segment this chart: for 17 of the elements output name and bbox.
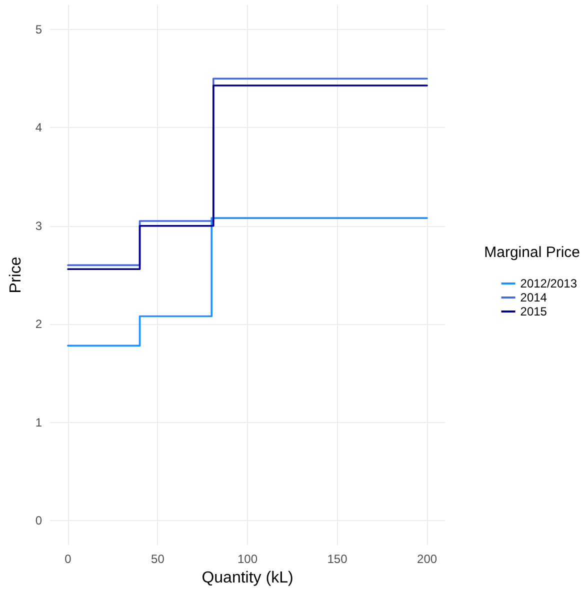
- x-tick-label: 50: [151, 552, 165, 566]
- legend-title: Marginal Price: [484, 244, 580, 261]
- y-tick-label: 2: [35, 317, 42, 332]
- x-tick-label: 200: [417, 552, 438, 566]
- x-axis-title: Quantity (kL): [202, 569, 294, 586]
- x-tick-label: 0: [64, 552, 72, 566]
- legend-label: 2015: [520, 304, 548, 318]
- y-tick-label: 0: [35, 513, 42, 528]
- y-axis-title: Price: [8, 256, 24, 294]
- legend-label: 2014: [520, 290, 548, 304]
- y-tick-label: 3: [35, 218, 42, 233]
- x-tick-label: 150: [327, 552, 348, 566]
- y-tick-label: 4: [35, 120, 42, 135]
- legend-label: 2012/2013: [520, 276, 578, 290]
- x-tick-label: 100: [237, 552, 258, 566]
- y-tick-label: 5: [35, 22, 42, 37]
- y-tick-label: 1: [35, 415, 42, 430]
